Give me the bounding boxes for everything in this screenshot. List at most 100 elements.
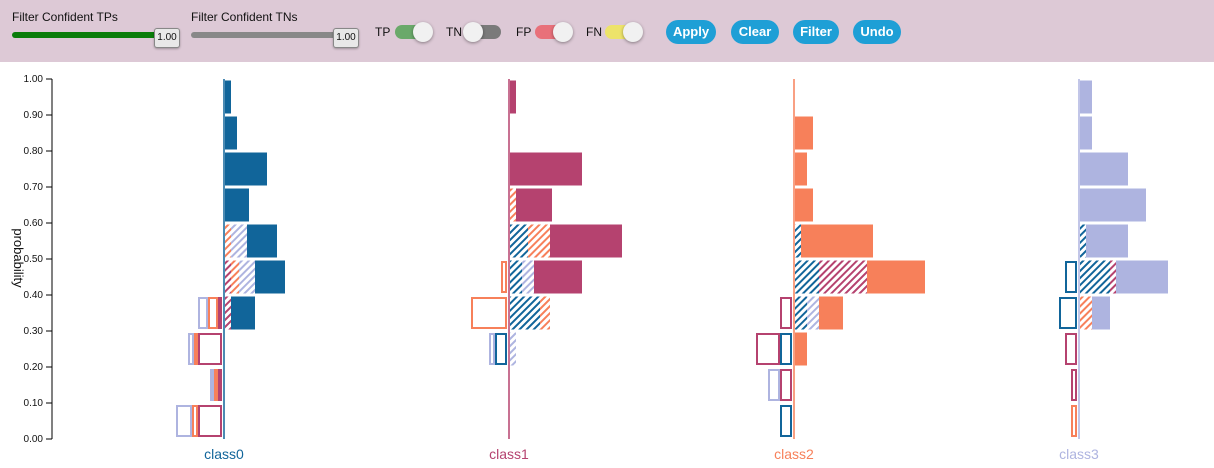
tn-slider-track[interactable]	[191, 32, 345, 38]
bar-segment	[247, 224, 277, 258]
fn-outline-bar	[1071, 369, 1077, 401]
bar-segment	[510, 224, 528, 258]
bar-segment	[225, 152, 267, 186]
x-tick-label: class3	[1059, 446, 1099, 462]
class-group-class1	[471, 79, 622, 439]
bar-segment	[1080, 80, 1092, 114]
fn-outline-bar	[471, 297, 507, 329]
bar-segment	[510, 188, 516, 222]
fn-outline-bar	[194, 333, 198, 365]
bar-segment	[1092, 296, 1110, 330]
fn-outline-bar	[768, 369, 780, 401]
x-tick-label: class0	[204, 446, 244, 462]
bar-segment	[795, 332, 807, 366]
fn-toggle-label: FN	[586, 25, 602, 39]
fn-outline-bar	[780, 333, 792, 365]
bar-segment	[510, 260, 522, 294]
fn-outline-bar	[780, 405, 792, 437]
y-axis: 0.00 0.10 0.20 0.30 0.40 0.50 0.60 0.70 0.80 0.90…	[24, 74, 53, 445]
tn-toggle-label: TN	[446, 25, 462, 39]
y-tick-label: 0.10	[24, 398, 44, 409]
y-tick-label: 0.90	[24, 110, 44, 121]
tp-toggle-label: TP	[375, 25, 391, 39]
class-group-class2	[756, 79, 925, 439]
bar-segment	[225, 224, 231, 258]
bar-segment	[540, 296, 550, 330]
bar-segment	[510, 152, 582, 186]
fn-outline-bar	[208, 297, 218, 329]
class-group-class3	[1059, 79, 1168, 439]
clear-button[interactable]: Clear	[731, 20, 779, 44]
bar-segment	[867, 260, 925, 294]
fn-outline-bar	[198, 333, 222, 365]
fn-outline-bar	[198, 405, 222, 437]
bar-segment	[795, 260, 819, 294]
y-tick-label: 0.30	[24, 326, 44, 337]
fn-outline-bar	[218, 369, 222, 401]
class-group-class0	[176, 79, 285, 439]
x-tick-label: class1	[489, 446, 529, 462]
filter-button[interactable]: Filter	[793, 20, 839, 44]
fn-outline-bar	[176, 405, 192, 437]
tp-slider-track[interactable]	[12, 32, 166, 38]
fn-outline-bar	[495, 333, 507, 365]
fn-outline-bar	[756, 333, 780, 365]
fn-outline-bar	[198, 297, 208, 329]
bar-segment	[231, 224, 247, 258]
tp-slider-label: Filter Confident TPs	[12, 10, 118, 24]
bar-segment	[510, 332, 516, 366]
fn-outline-bar	[210, 369, 214, 401]
toolbar: Filter Confident TPs 1.00 Filter Confide…	[0, 0, 1214, 62]
bar-segment	[225, 116, 237, 150]
bar-segment	[510, 296, 540, 330]
tp-slider-handle[interactable]: 1.00	[154, 28, 180, 48]
bar-segment	[516, 188, 552, 222]
bar-segment	[795, 188, 813, 222]
y-tick-label: 1.00	[24, 74, 44, 85]
bar-segment	[795, 152, 807, 186]
bar-segment	[1080, 152, 1128, 186]
fn-outline-bar	[1071, 405, 1077, 437]
toggle-knob	[463, 22, 483, 42]
apply-button[interactable]: Apply	[666, 20, 716, 44]
bar-segment	[819, 260, 867, 294]
tn-slider-label: Filter Confident TNs	[191, 10, 298, 24]
y-tick-label: 0.80	[24, 146, 44, 157]
bar-segment	[225, 188, 249, 222]
fn-outline-bar	[1059, 297, 1077, 329]
fn-outline-bar	[1065, 261, 1077, 293]
fn-outline-bar	[192, 405, 198, 437]
tp-toggle[interactable]	[395, 22, 433, 42]
bars-layer	[176, 79, 1168, 439]
fn-outline-bar	[1065, 333, 1077, 365]
fn-outline-bar	[780, 297, 792, 329]
bar-segment	[225, 260, 231, 294]
fn-outline-bar	[501, 261, 507, 293]
bar-segment	[231, 296, 255, 330]
fp-toggle[interactable]	[535, 22, 573, 42]
bar-segment	[1116, 260, 1168, 294]
bar-segment	[1080, 188, 1146, 222]
tn-toggle[interactable]	[463, 22, 501, 42]
bar-segment	[795, 116, 813, 150]
tn-slider-handle[interactable]: 1.00	[333, 28, 359, 48]
fp-toggle-label: FP	[516, 25, 532, 39]
bar-segment	[510, 80, 516, 114]
bar-segment	[1080, 224, 1086, 258]
bar-segment	[522, 260, 534, 294]
fn-outline-bar	[214, 369, 218, 401]
fn-toggle[interactable]	[605, 22, 643, 42]
bar-segment	[801, 224, 873, 258]
fn-outline-bar	[489, 333, 495, 365]
y-tick-label: 0.20	[24, 362, 44, 373]
x-tick-label: class2	[774, 446, 814, 462]
bar-segment	[1086, 224, 1128, 258]
y-tick-label: 0.40	[24, 290, 44, 301]
undo-button[interactable]: Undo	[853, 20, 901, 44]
bar-segment	[819, 296, 843, 330]
y-tick-label: 0.60	[24, 218, 44, 229]
x-axis-labels: class0 class1 class2 class3	[204, 446, 1099, 462]
fn-outline-bar	[780, 369, 792, 401]
fn-outline-bar	[188, 333, 194, 365]
toggle-knob	[553, 22, 573, 42]
